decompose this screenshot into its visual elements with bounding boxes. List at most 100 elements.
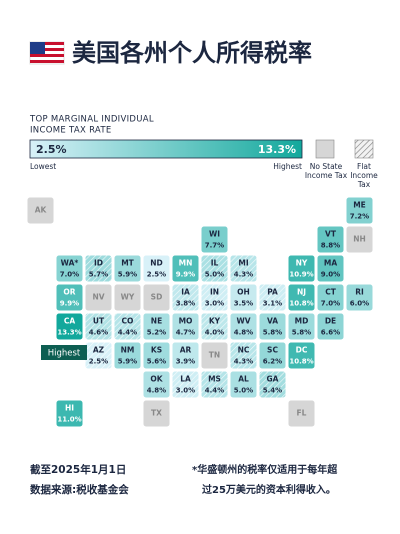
state-abbr: MN	[179, 259, 193, 268]
state-abbr: OH	[237, 288, 250, 297]
state-abbr: MA	[324, 259, 337, 268]
state-tile	[345, 283, 374, 312]
state-rate: 7.0%	[321, 300, 340, 308]
state-rate: 10.9%	[289, 271, 313, 279]
legend-high-text: Highest	[273, 162, 302, 171]
state-tile	[258, 312, 287, 341]
state-abbr: MT	[121, 259, 134, 268]
state-rate: 6.6%	[321, 329, 340, 337]
state-rate: 5.2%	[147, 329, 166, 337]
state-tile	[287, 341, 316, 370]
state-tile	[55, 254, 84, 283]
state-rate: 8.8%	[321, 242, 340, 250]
state-tile	[316, 225, 345, 254]
callout-label: Highest	[48, 349, 81, 359]
state-rate: 9.9%	[60, 300, 79, 308]
state-tile	[142, 370, 171, 399]
state-abbr: UT	[93, 317, 105, 326]
state-tile	[142, 254, 171, 283]
state-abbr: ND	[150, 259, 163, 268]
state-abbr: SD	[151, 293, 163, 302]
flag-icon	[29, 41, 65, 65]
legend-flat-hatch	[355, 140, 373, 158]
state-rate: 4.8%	[234, 329, 253, 337]
state-abbr: NY	[296, 259, 308, 268]
flat-hatch	[201, 255, 228, 282]
state-abbr: MI	[238, 259, 248, 268]
state-abbr: CT	[325, 288, 337, 297]
state-abbr: OK	[150, 375, 163, 384]
legend-no-tax-text: No State	[310, 162, 343, 171]
state-rate: 4.3%	[234, 271, 253, 279]
state-abbr: RI	[355, 288, 364, 297]
state-abbr: TX	[151, 409, 162, 418]
state-rate: 5.0%	[234, 387, 253, 395]
state-tile	[55, 283, 84, 312]
state-rate: 7.7%	[205, 242, 224, 250]
flat-hatch	[230, 255, 257, 282]
footer-note: *华盛顿州的税率仅适用于每年超	[192, 463, 338, 476]
state-abbr: NH	[353, 235, 366, 244]
state-rate: 6.0%	[350, 300, 369, 308]
state-abbr: AK	[35, 206, 48, 215]
state-tile	[84, 283, 113, 312]
state-rate: 7.2%	[350, 213, 369, 221]
state-abbr: GA	[267, 375, 279, 384]
state-rate: 7.0%	[60, 271, 79, 279]
state-abbr: MO	[179, 317, 193, 326]
flat-hatch	[201, 313, 228, 340]
flat-hatch	[85, 342, 112, 369]
state-abbr: DE	[325, 317, 336, 326]
state-rate: 3.5%	[234, 300, 253, 308]
legend-no-tax-swatch	[315, 139, 335, 159]
state-tile	[55, 399, 84, 428]
state-abbr: IL	[211, 259, 219, 268]
state-tile	[200, 341, 229, 370]
state-tile	[316, 283, 345, 312]
state-abbr: SC	[267, 346, 278, 355]
state-abbr: NJ	[297, 288, 306, 297]
state-abbr: VT	[325, 230, 337, 239]
state-abbr: NM	[121, 346, 135, 355]
state-rate: 10.8%	[289, 358, 313, 366]
state-abbr: MD	[295, 317, 309, 326]
state-abbr: KS	[151, 346, 162, 355]
state-abbr: ID	[94, 259, 103, 268]
state-tile	[171, 312, 200, 341]
flat-hatch	[114, 313, 141, 340]
state-abbr: NE	[151, 317, 162, 326]
state-rate: 5.9%	[118, 271, 137, 279]
state-tile	[113, 341, 142, 370]
state-abbr: AL	[238, 375, 249, 384]
state-rate: 5.8%	[292, 329, 311, 337]
state-rate: 4.4%	[205, 387, 224, 395]
footer-note: 过25万美元的资本利得收入。	[202, 483, 336, 496]
flat-hatch	[85, 255, 112, 282]
state-abbr: LA	[180, 375, 191, 384]
state-tile	[55, 312, 84, 341]
state-rate: 4.0%	[205, 329, 224, 337]
legend-title: TOP MARGINAL INDIVIDUAL	[29, 115, 154, 125]
state-rate: 4.7%	[176, 329, 195, 337]
legend-no-tax-text: Income Tax	[305, 171, 348, 180]
state-rate: 5.9%	[118, 358, 137, 366]
state-tile	[287, 399, 316, 428]
state-rate: 13.3%	[57, 329, 81, 337]
state-abbr: WV	[236, 317, 250, 326]
state-tile	[26, 196, 55, 225]
state-rate: 3.0%	[205, 300, 224, 308]
state-tile	[113, 254, 142, 283]
state-tile	[142, 341, 171, 370]
legend-flat-text: Income	[350, 171, 378, 180]
state-rate: 4.3%	[234, 358, 253, 366]
flat-hatch	[201, 284, 228, 311]
footer-date: 截至2025年1月1日	[30, 463, 126, 476]
state-rate: 2.5%	[89, 358, 108, 366]
state-abbr: NC	[238, 346, 250, 355]
state-abbr: DC	[296, 346, 308, 355]
state-rate: 3.1%	[263, 300, 282, 308]
state-rate: 3.0%	[176, 387, 195, 395]
state-abbr: WY	[121, 293, 135, 302]
state-tile	[142, 283, 171, 312]
